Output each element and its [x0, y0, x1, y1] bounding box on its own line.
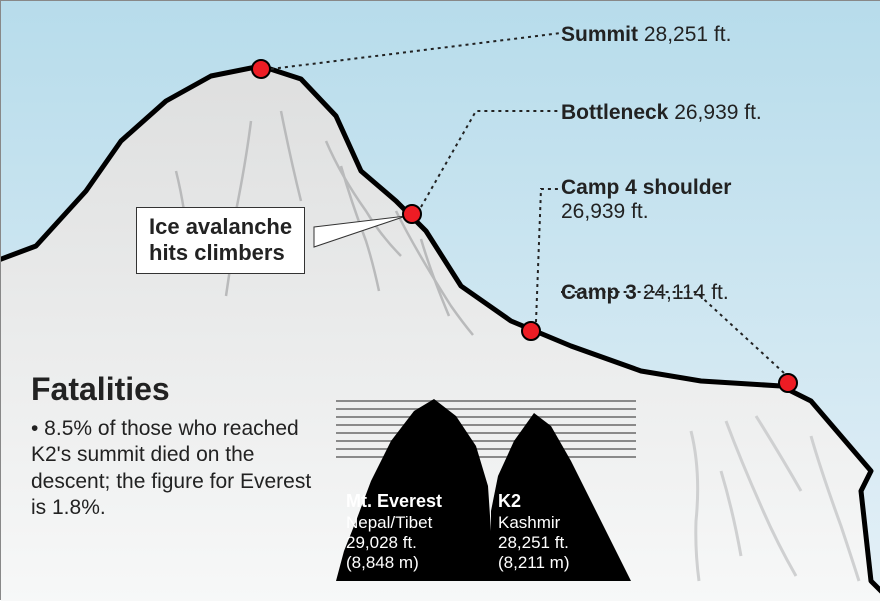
everest-m: (8,848 m)	[346, 553, 442, 573]
k2-name: K2	[498, 491, 570, 513]
k2-ft: 28,251 ft.	[498, 533, 570, 553]
fatalities-block: Fatalities • 8.5% of those who reached K…	[31, 371, 331, 521]
everest-location: Nepal/Tibet	[346, 513, 442, 533]
callout-line2: hits climbers	[149, 240, 285, 265]
comparison-k2-label: K2 Kashmir 28,251 ft. (8,211 m)	[498, 491, 570, 574]
callout-line1: Ice avalanche	[149, 214, 292, 239]
everest-name: Mt. Everest	[346, 491, 442, 513]
label-camp4: Camp 4 shoulder26,939 ft.	[561, 176, 731, 224]
fatalities-body: • 8.5% of those who reached K2's summit …	[31, 416, 331, 521]
avalanche-callout: Ice avalanche hits climbers	[136, 207, 305, 274]
dot-camp4	[521, 321, 541, 341]
dot-bottleneck	[402, 204, 422, 224]
infographic-root: Summit 28,251 ft. Bottleneck 26,939 ft. Ca…	[0, 0, 880, 600]
label-bottleneck: Bottleneck 26,939 ft.	[561, 101, 762, 125]
fatalities-heading: Fatalities	[31, 371, 331, 408]
comparison-chart: Mt. Everest Nepal/Tibet 29,028 ft. (8,84…	[336, 391, 636, 591]
label-summit: Summit 28,251 ft.	[561, 23, 731, 47]
everest-ft: 29,028 ft.	[346, 533, 442, 553]
dot-summit	[251, 59, 271, 79]
comparison-everest-label: Mt. Everest Nepal/Tibet 29,028 ft. (8,84…	[346, 491, 442, 574]
dot-camp3	[778, 373, 798, 393]
k2-location: Kashmir	[498, 513, 570, 533]
label-camp3: Camp 3 24,114 ft.	[561, 281, 729, 305]
k2-m: (8,211 m)	[498, 553, 570, 573]
